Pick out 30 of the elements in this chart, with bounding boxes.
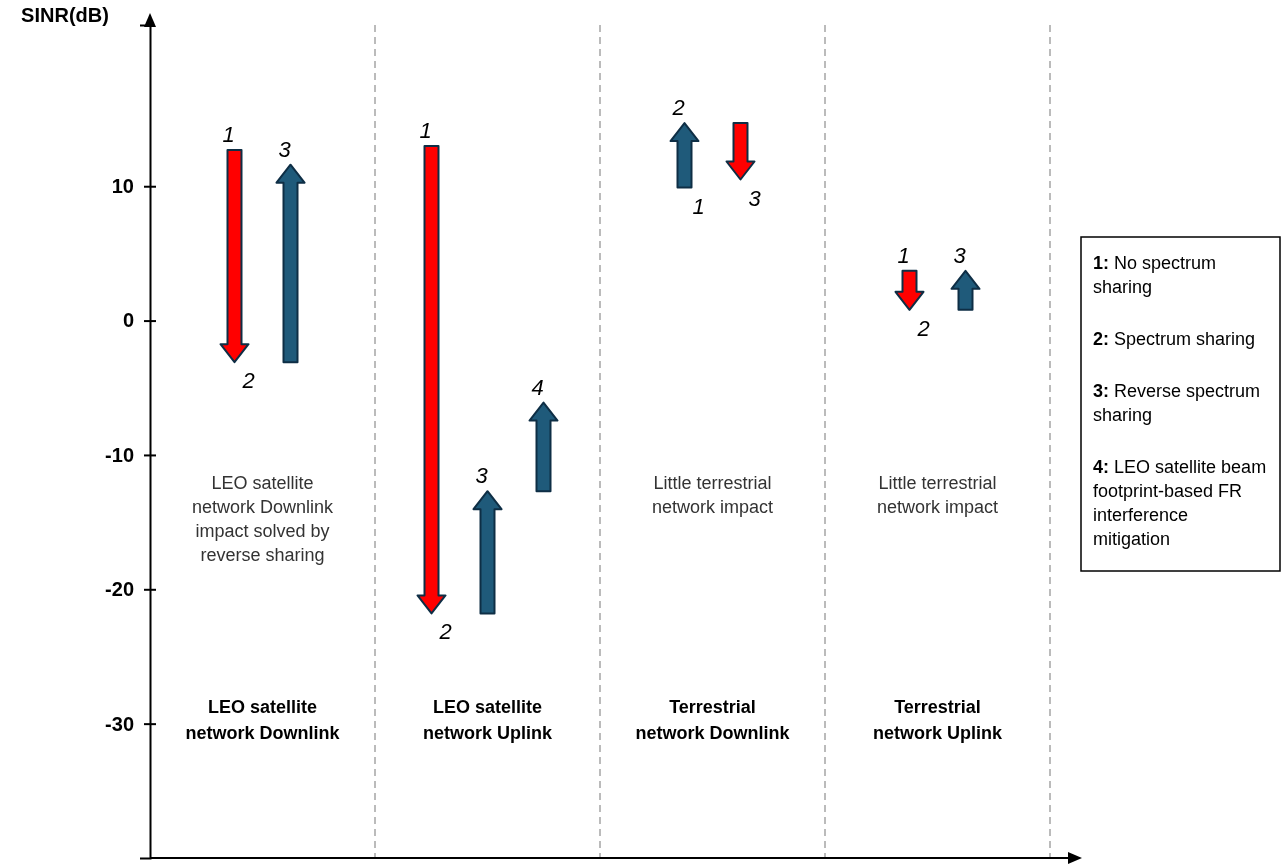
annotation: LEO satellite network Downlink impact solved by reverse sharing bbox=[191, 472, 335, 565]
y-tick-label: -10 bbox=[105, 443, 134, 466]
annotation: 1 bbox=[222, 121, 235, 147]
annotation: 4 bbox=[531, 374, 544, 400]
text: 1: No spectrum sharing bbox=[1093, 253, 1217, 297]
y-tick-label: -20 bbox=[105, 578, 134, 601]
text: 2: Spectrum sharing bbox=[1093, 329, 1256, 349]
text: 3: Reverse spectrum sharing bbox=[1093, 381, 1261, 425]
x-tick-label: LEO satellite network Downlink bbox=[185, 696, 341, 743]
y-tick-label: -30 bbox=[105, 712, 134, 735]
y-tick-label: 0 bbox=[122, 309, 134, 332]
text: 4: LEO satellite beam footprint-based FR interference mitigation bbox=[1093, 457, 1267, 549]
annotation: 2 bbox=[671, 95, 685, 121]
y-tick-label: 10 bbox=[111, 175, 134, 198]
annotation: 3 bbox=[475, 463, 489, 489]
annotation: 3 bbox=[748, 185, 762, 211]
annotation: 1 bbox=[897, 242, 910, 268]
annotation: 2 bbox=[438, 619, 452, 645]
x-tick-label: Terrestrial network Uplink bbox=[872, 696, 1003, 743]
annotation: 2 bbox=[916, 315, 930, 341]
y-axis-title: SINR(dB) bbox=[21, 4, 109, 26]
x-tick-label: LEO satellite network Uplink bbox=[422, 696, 553, 743]
x-tick-label: Terrestrial network Downlink bbox=[635, 696, 791, 743]
annotation: 1 bbox=[692, 193, 705, 219]
annotation: 2 bbox=[241, 368, 255, 394]
annotation: 1 bbox=[419, 117, 432, 143]
annotation: 3 bbox=[953, 242, 967, 268]
annotation: Little terrestrial network impact bbox=[876, 472, 999, 517]
annotation: 3 bbox=[278, 136, 292, 162]
annotation: Little terrestrial network impact bbox=[651, 472, 774, 517]
